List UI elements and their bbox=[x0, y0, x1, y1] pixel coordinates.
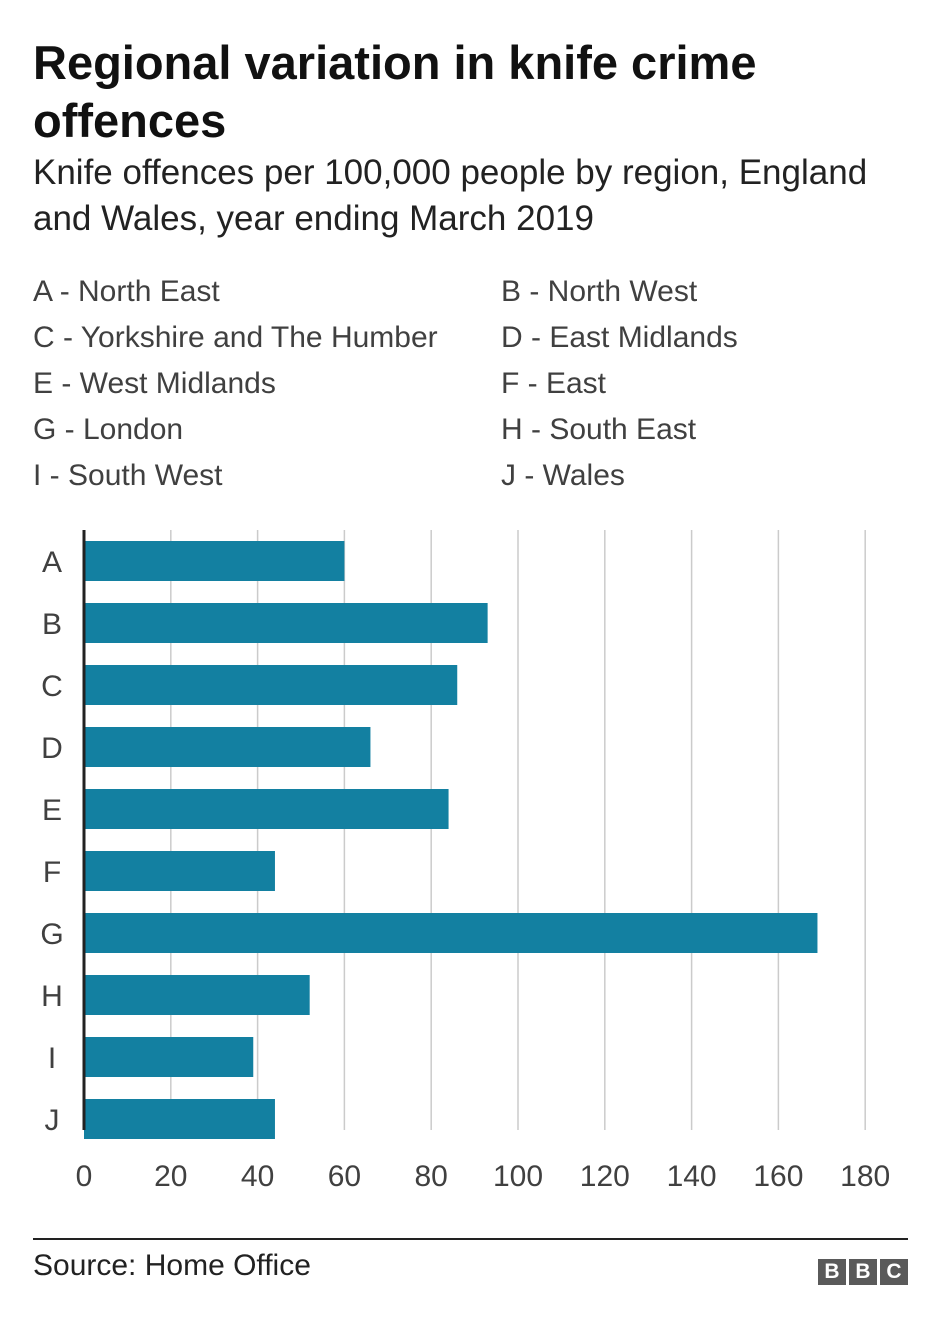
category-label: B bbox=[42, 608, 62, 641]
bar-b bbox=[84, 603, 488, 643]
x-tick-label: 20 bbox=[154, 1160, 187, 1193]
bar-g bbox=[84, 913, 818, 953]
category-label: A bbox=[42, 546, 62, 579]
x-tick-label: 120 bbox=[580, 1160, 630, 1193]
category-label: H bbox=[41, 980, 63, 1013]
bbc-logo-letter: C bbox=[880, 1259, 908, 1285]
key-item-g: G - London bbox=[33, 413, 184, 446]
key-item-d: D - East Midlands bbox=[501, 321, 738, 354]
x-tick-label: 0 bbox=[76, 1160, 93, 1193]
bar-j bbox=[84, 1099, 275, 1139]
bar-e bbox=[84, 789, 449, 829]
x-tick-label: 140 bbox=[667, 1160, 717, 1193]
category-label: F bbox=[43, 856, 61, 889]
category-label: E bbox=[42, 794, 62, 827]
category-label: D bbox=[41, 732, 63, 765]
bar-i bbox=[84, 1037, 254, 1077]
bar-f bbox=[84, 851, 275, 891]
key-item-h: H - South East bbox=[501, 413, 697, 446]
chart-subtitle: Knife offences per 100,000 people by reg… bbox=[33, 153, 868, 238]
bbc-logo-letter: B bbox=[818, 1259, 846, 1285]
key-item-f: F - East bbox=[501, 367, 607, 400]
key-item-e: E - West Midlands bbox=[33, 367, 276, 400]
key-item-c: C - Yorkshire and The Humber bbox=[33, 321, 438, 354]
bar-a bbox=[84, 541, 345, 581]
category-label: C bbox=[41, 670, 63, 703]
bbc-logo-letter: B bbox=[849, 1259, 877, 1285]
key-item-a: A - North East bbox=[33, 275, 220, 308]
x-tick-label: 60 bbox=[328, 1160, 361, 1193]
chart-title: Regional variation in knife crime offenc… bbox=[33, 36, 757, 147]
bars bbox=[84, 541, 818, 1139]
key-item-b: B - North West bbox=[501, 275, 698, 308]
footer-divider bbox=[33, 1238, 908, 1240]
x-tick-label: 100 bbox=[493, 1160, 543, 1193]
bar-d bbox=[84, 727, 371, 767]
key-item-i: I - South West bbox=[33, 459, 223, 492]
x-tick-label: 180 bbox=[840, 1160, 890, 1193]
bar-h bbox=[84, 975, 310, 1015]
bar-c bbox=[84, 665, 458, 705]
category-label: J bbox=[45, 1104, 60, 1137]
x-tick-label: 40 bbox=[241, 1160, 274, 1193]
bbc-logo: B B C bbox=[818, 1259, 908, 1285]
x-tick-label: 80 bbox=[415, 1160, 448, 1193]
x-tick-labels: 0 20 40 60 80 100 120 140 160 180 bbox=[76, 1160, 891, 1193]
category-label: I bbox=[48, 1042, 56, 1075]
key-item-j: J - Wales bbox=[501, 459, 625, 492]
x-tick-label: 160 bbox=[753, 1160, 803, 1193]
category-label: G bbox=[40, 918, 63, 951]
source-note: Source: Home Office bbox=[33, 1249, 311, 1282]
